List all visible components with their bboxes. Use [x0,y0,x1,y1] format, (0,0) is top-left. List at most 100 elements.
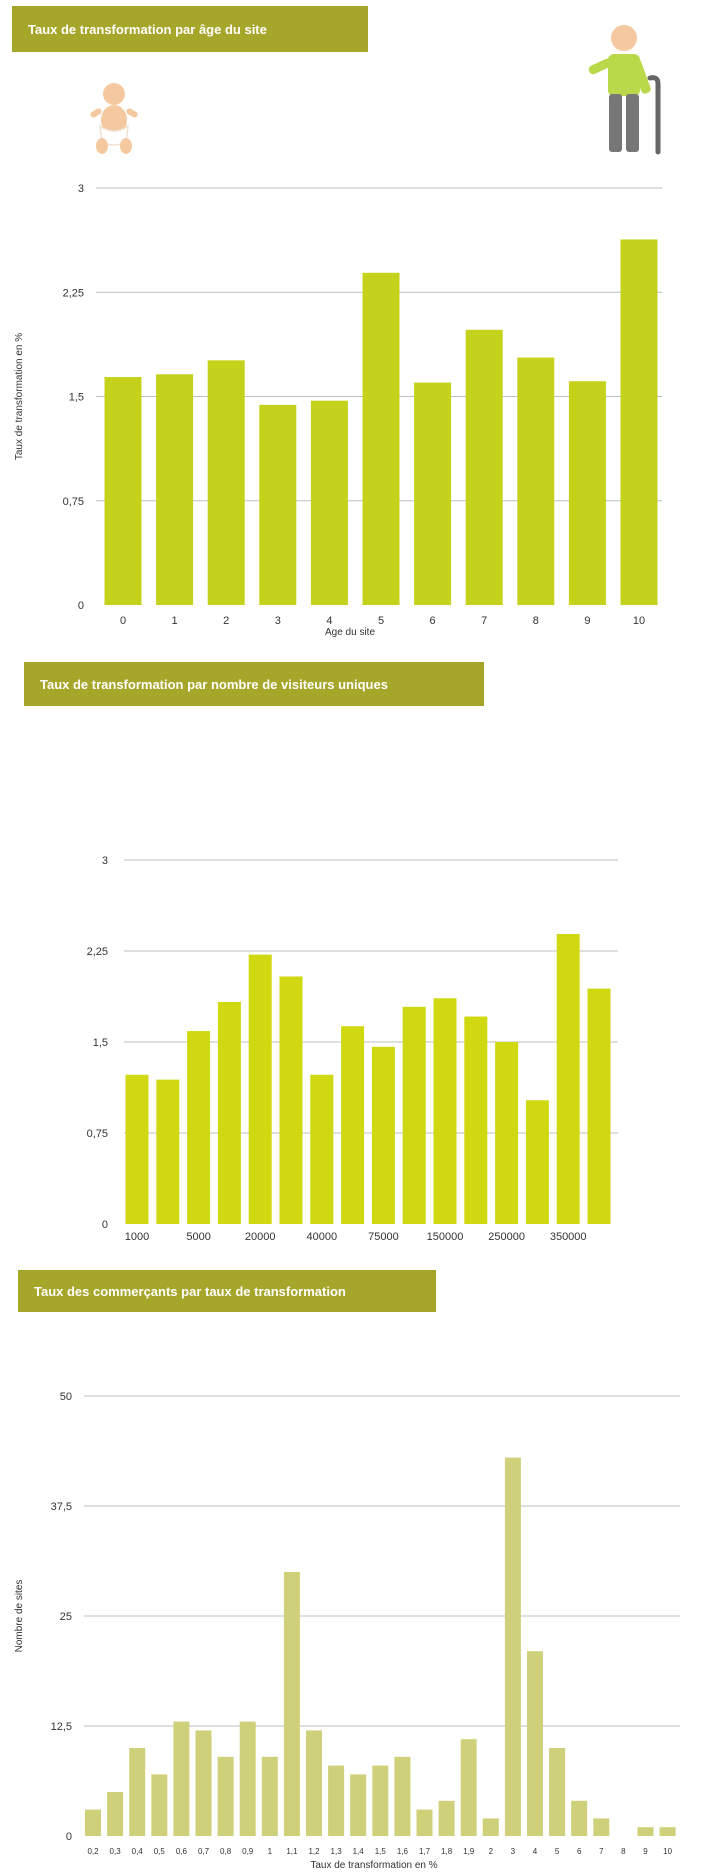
bar [587,988,611,1224]
x-tick-label: 40000 [307,1231,338,1243]
x-tick-label: 1,3 [331,1847,343,1856]
y-tick-label: 0 [102,1219,108,1231]
chart-1-title-banner: Taux de transformation par âge du site [12,6,368,52]
x-tick-label: 0,6 [176,1847,188,1856]
x-axis-label: Taux de transformation en % [310,1860,437,1871]
chart-2: 0 0,75 1,5 2,25 3 1000 5000 20000 40000 75000 1500… [87,855,618,1243]
x-tick-label: 4 [326,615,332,627]
x-tick-label: 7 [599,1847,604,1856]
y-tick-label: 0 [78,600,84,612]
y-tick-label: 1,5 [93,1037,108,1049]
baby-icon [90,83,138,154]
bar [306,1730,322,1836]
bar [279,976,303,1224]
x-tick-label: 0 [120,615,126,627]
bar [371,1046,395,1224]
chart-1: 0 0,75 1,5 2,25 3 0 1 2 3 4 5 6 7 8 9 10 Age du site Taux… [14,183,662,638]
x-tick-label: 2 [489,1847,494,1856]
x-tick-label: 0,5 [154,1847,166,1856]
x-tick-label: 1 [172,615,178,627]
x-tick-label: 350000 [550,1231,587,1243]
x-tick-label: 3 [511,1847,516,1856]
bar [637,1827,654,1836]
bar [217,1001,241,1224]
y-tick-label: 2,25 [87,946,108,958]
x-tick-label: 1,5 [375,1847,387,1856]
x-tick-label: 5 [378,615,384,627]
bar [156,374,194,605]
x-tick-label: 75000 [368,1231,399,1243]
y-tick-label: 0,75 [87,1128,108,1140]
x-tick-label: 8 [621,1847,626,1856]
y-tick-label: 2,25 [63,287,84,299]
bar [438,1800,455,1836]
x-tick-label: 6 [430,615,436,627]
x-tick-label: 4 [533,1847,538,1856]
bar [195,1730,212,1836]
chart-2-title-banner: Taux de transformation par nombre de vis… [24,662,484,706]
bar [261,1756,278,1836]
bar [571,1800,588,1836]
x-tick-label: 1,6 [397,1847,409,1856]
x-tick-label: 6 [577,1847,582,1856]
bar [310,1074,334,1224]
bar [362,272,400,605]
bar [350,1774,367,1836]
bar [239,1721,256,1836]
bar [482,1818,499,1836]
bar [207,360,245,605]
bar [173,1721,190,1836]
bar [527,1651,543,1836]
x-tick-label: 1,7 [419,1847,431,1856]
bar [495,1042,519,1224]
bar [217,1756,234,1836]
bar [504,1457,521,1836]
y-tick-label: 0 [66,1831,72,1843]
bar [549,1748,566,1836]
bar [659,1827,676,1836]
y-tick-label: 50 [60,1391,72,1403]
x-tick-label: 0,2 [87,1847,99,1856]
x-tick-label: 3 [275,615,281,627]
x-tick-label: 1,9 [463,1847,475,1856]
bar [394,1756,411,1836]
bar [464,1016,488,1224]
x-tick-label: 0,4 [132,1847,144,1856]
bar [310,400,348,605]
elderly-person-icon [588,25,661,155]
bar [465,329,503,605]
x-tick-label: 5000 [186,1231,210,1243]
x-tick-label: 9 [643,1847,648,1856]
x-tick-label: 8 [533,615,539,627]
bar [283,1572,300,1836]
x-tick-label: 0,3 [110,1847,122,1856]
bar [620,239,658,605]
x-tick-label: 20000 [245,1231,276,1243]
bar [593,1818,610,1836]
bar [125,1074,149,1224]
y-axis-label: Taux de transformation en % [14,333,25,460]
bar [433,998,457,1224]
chart-3-title-banner: Taux des commerçants par taux de transfo… [18,1270,436,1312]
x-tick-label: 2 [223,615,229,627]
x-tick-label: 1,4 [353,1847,365,1856]
x-tick-label: 10 [633,615,645,627]
bar [129,1748,146,1836]
x-tick-label: 0,9 [242,1847,254,1856]
x-axis-label: Age du site [325,627,375,638]
bar [341,1026,365,1224]
bar [156,1079,180,1224]
bar [328,1765,345,1836]
chart-3-title: Taux des commerçants par taux de transfo… [34,1283,346,1299]
bar [107,1792,124,1836]
y-tick-label: 12,5 [51,1721,72,1733]
x-tick-label: 0,7 [198,1847,210,1856]
y-tick-label: 0,75 [63,496,84,508]
y-axis-label: Nombre de sites [14,1580,25,1653]
chart-1-title: Taux de transformation par âge du site [28,21,267,37]
bar [556,934,580,1224]
bar [568,381,606,605]
x-tick-label: 9 [584,615,590,627]
x-tick-label: 7 [481,615,487,627]
y-tick-label: 3 [102,855,108,867]
